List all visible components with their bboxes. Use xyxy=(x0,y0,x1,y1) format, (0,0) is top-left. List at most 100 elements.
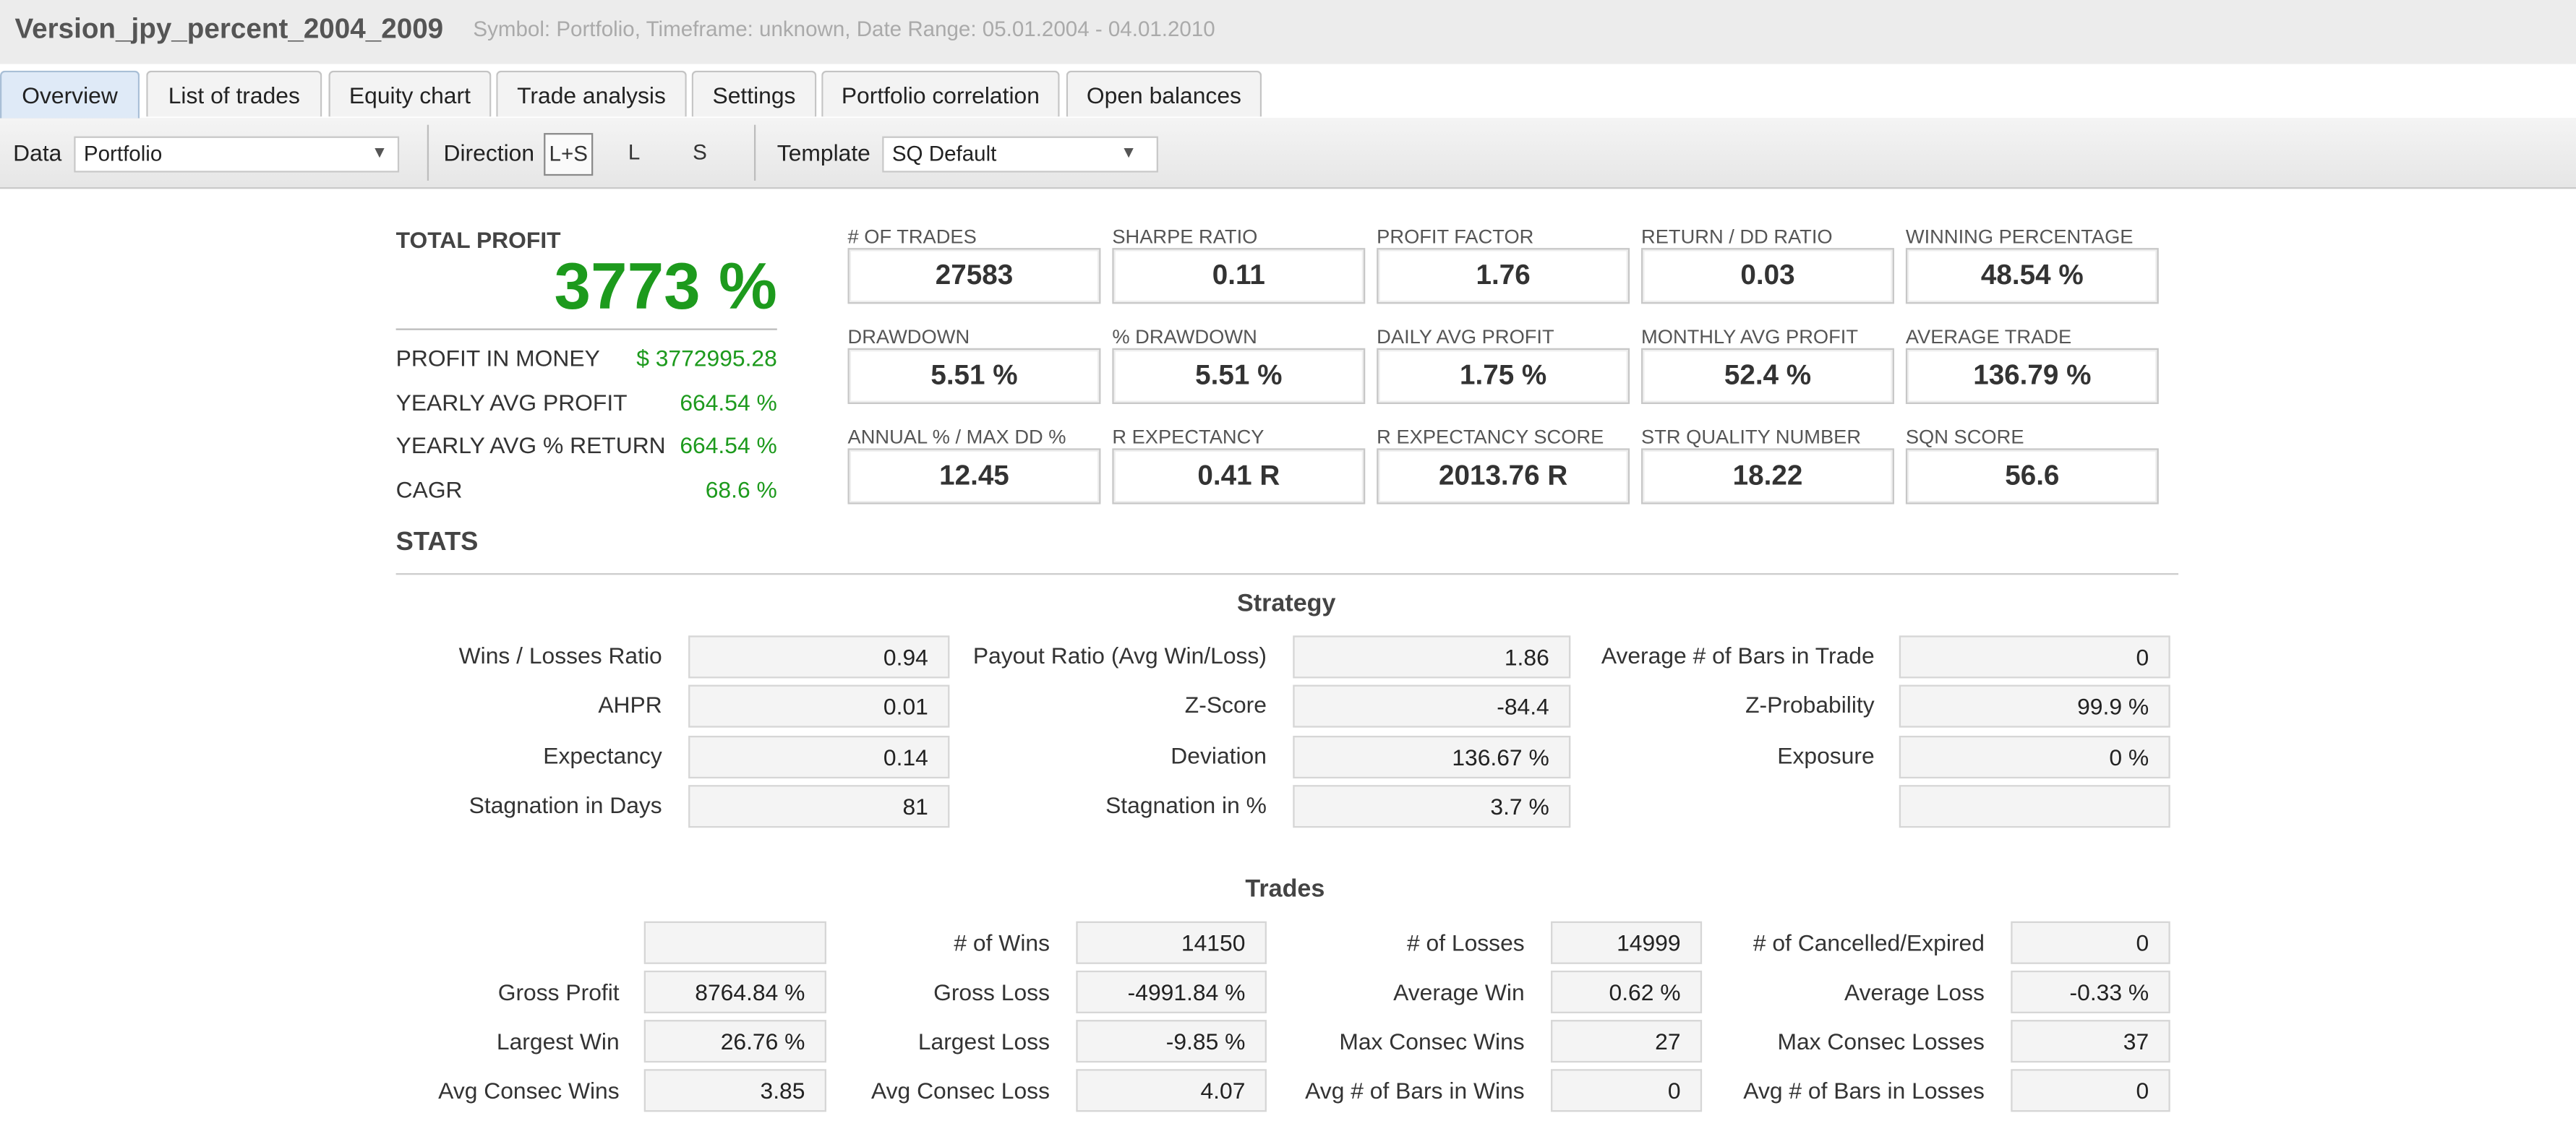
total-profit-value: 3773 % xyxy=(554,251,777,324)
window-title: Version_jpy_percent_2004_2009 xyxy=(14,13,444,45)
tab-list-of-trades[interactable]: List of trades xyxy=(146,70,322,117)
tab-settings[interactable]: Settings xyxy=(691,70,817,117)
stat-value: 27 xyxy=(1551,1020,1703,1063)
summary-label: YEARLY AVG % RETURN xyxy=(395,431,666,458)
stat-label: Wins / Losses Ratio xyxy=(458,642,662,669)
stat-value: 4.07 xyxy=(1076,1069,1267,1112)
toolbar: Data Portfolio ▼ Direction L+S L S Templ… xyxy=(0,118,2576,189)
metric-value: 52.4 % xyxy=(1641,348,1894,404)
metric-label: MONTHLY AVG PROFIT xyxy=(1641,325,1859,348)
metric-label: PROFIT FACTOR xyxy=(1377,225,1534,249)
window-subtitle: Symbol: Portfolio, Timeframe: unknown, D… xyxy=(473,16,1215,41)
chevron-down-icon: ▼ xyxy=(371,144,388,163)
stat-value xyxy=(1899,785,2170,828)
metric-value: 0.03 xyxy=(1641,248,1894,304)
stat-label: Average Loss xyxy=(1844,979,1985,1005)
tab-overview[interactable]: Overview xyxy=(0,70,140,119)
metric-label: STR QUALITY NUMBER xyxy=(1641,425,1862,449)
stat-label: Z-Probability xyxy=(1745,691,1875,718)
stat-value: 0.01 xyxy=(688,684,950,728)
stat-value: 37 xyxy=(2011,1020,2170,1063)
divider xyxy=(395,573,2179,575)
metric-label: R EXPECTANCY xyxy=(1112,425,1265,449)
stat-value: 0.62 % xyxy=(1551,970,1703,1014)
tab-portfolio-correlation[interactable]: Portfolio correlation xyxy=(821,70,1060,117)
stat-value: 3.85 xyxy=(643,1069,826,1112)
stat-value: 14150 xyxy=(1076,921,1267,964)
stat-value: 0 % xyxy=(1899,735,2170,779)
summary-value: $ 3772995.28 xyxy=(636,345,777,371)
title-bar: Version_jpy_percent_2004_2009 Symbol: Po… xyxy=(0,0,2576,64)
stat-value: 8764.84 % xyxy=(643,970,826,1014)
metric-label: ANNUAL % / MAX DD % xyxy=(847,425,1066,449)
metric-label: SQN SCORE xyxy=(1905,425,2024,449)
metric-label: WINNING PERCENTAGE xyxy=(1905,225,2134,249)
stat-value xyxy=(643,921,826,964)
stat-value: 0 xyxy=(2011,921,2170,964)
metric-label: DRAWDOWN xyxy=(847,325,970,348)
metric-label: DAILY AVG PROFIT xyxy=(1377,325,1554,348)
tab-bar: Overview List of trades Equity chart Tra… xyxy=(0,64,2576,120)
summary-value: 664.54 % xyxy=(680,389,777,416)
metric-label: % DRAWDOWN xyxy=(1112,325,1257,348)
metric-label: # OF TRADES xyxy=(847,225,977,249)
direction-long-short-button[interactable]: L+S xyxy=(544,133,594,176)
metric-value: 48.54 % xyxy=(1905,248,2159,304)
stat-value: 0 xyxy=(1551,1069,1703,1112)
stat-label: Payout Ratio (Avg Win/Loss) xyxy=(972,642,1267,669)
stat-label: Avg # of Bars in Losses xyxy=(1743,1077,1985,1104)
summary-value: 68.6 % xyxy=(705,476,777,503)
summary-label: YEARLY AVG PROFIT xyxy=(395,389,628,416)
stat-label: Largest Loss xyxy=(917,1028,1050,1054)
stat-label: # of Cancelled/Expired xyxy=(1753,929,1985,956)
stat-label: Average # of Bars in Trade xyxy=(1601,642,1875,669)
stat-value: 26.76 % xyxy=(643,1020,826,1063)
summary-value: 664.54 % xyxy=(680,431,777,458)
metric-value: 56.6 xyxy=(1905,448,2159,504)
metric-label: SHARPE RATIO xyxy=(1112,225,1258,249)
stat-value: 81 xyxy=(688,785,950,828)
toolbar-divider xyxy=(753,124,756,181)
data-label: Data xyxy=(13,139,62,166)
template-select[interactable]: SQ Default ▼ xyxy=(882,136,1158,173)
stat-value: 0.94 xyxy=(688,635,950,679)
metric-value: 0.41 R xyxy=(1112,448,1366,504)
stat-value: 0.14 xyxy=(688,735,950,779)
stat-label: Avg Consec Loss xyxy=(870,1077,1050,1104)
data-select-value: Portfolio xyxy=(83,141,163,166)
stat-value: -84.4 xyxy=(1293,684,1571,728)
direction-short-button[interactable]: S xyxy=(693,139,707,165)
tab-open-balances[interactable]: Open balances xyxy=(1066,70,1262,117)
stat-label: Exposure xyxy=(1777,742,1875,769)
stat-label: Largest Win xyxy=(496,1028,620,1054)
stat-label: Max Consec Wins xyxy=(1339,1028,1525,1054)
data-select[interactable]: Portfolio ▼ xyxy=(74,136,400,173)
metric-value: 1.76 xyxy=(1377,248,1630,304)
stat-label: Z-Score xyxy=(1184,691,1267,718)
summary-label: CAGR xyxy=(395,476,463,503)
stat-label: Avg # of Bars in Wins xyxy=(1305,1077,1525,1104)
stat-value: 1.86 xyxy=(1293,635,1571,679)
metric-label: RETURN / DD RATIO xyxy=(1641,225,1833,249)
tab-equity-chart[interactable]: Equity chart xyxy=(328,70,492,117)
stat-label: Max Consec Losses xyxy=(1777,1028,1985,1054)
trades-section-title: Trades xyxy=(1245,875,1325,903)
total-profit-label: TOTAL PROFIT xyxy=(395,226,561,253)
stat-label: Gross Loss xyxy=(933,979,1050,1005)
chevron-down-icon: ▼ xyxy=(1120,144,1137,163)
metric-value: 0.11 xyxy=(1112,248,1366,304)
template-select-value: SQ Default xyxy=(891,141,997,166)
stat-value: -0.33 % xyxy=(2011,970,2170,1014)
stat-label: Avg Consec Wins xyxy=(438,1077,620,1104)
stat-value: 3.7 % xyxy=(1293,785,1571,828)
stats-title: STATS xyxy=(395,528,479,557)
metric-value: 27583 xyxy=(847,248,1101,304)
direction-long-button[interactable]: L xyxy=(628,139,641,165)
stat-label: # of Wins xyxy=(954,929,1050,956)
stat-label: Average Win xyxy=(1393,979,1525,1005)
tab-trade-analysis[interactable]: Trade analysis xyxy=(496,70,687,117)
stat-label: Stagnation in % xyxy=(1105,791,1267,818)
stat-value: -4991.84 % xyxy=(1076,970,1267,1014)
metric-value: 5.51 % xyxy=(1112,348,1366,404)
stat-label: AHPR xyxy=(598,691,662,718)
